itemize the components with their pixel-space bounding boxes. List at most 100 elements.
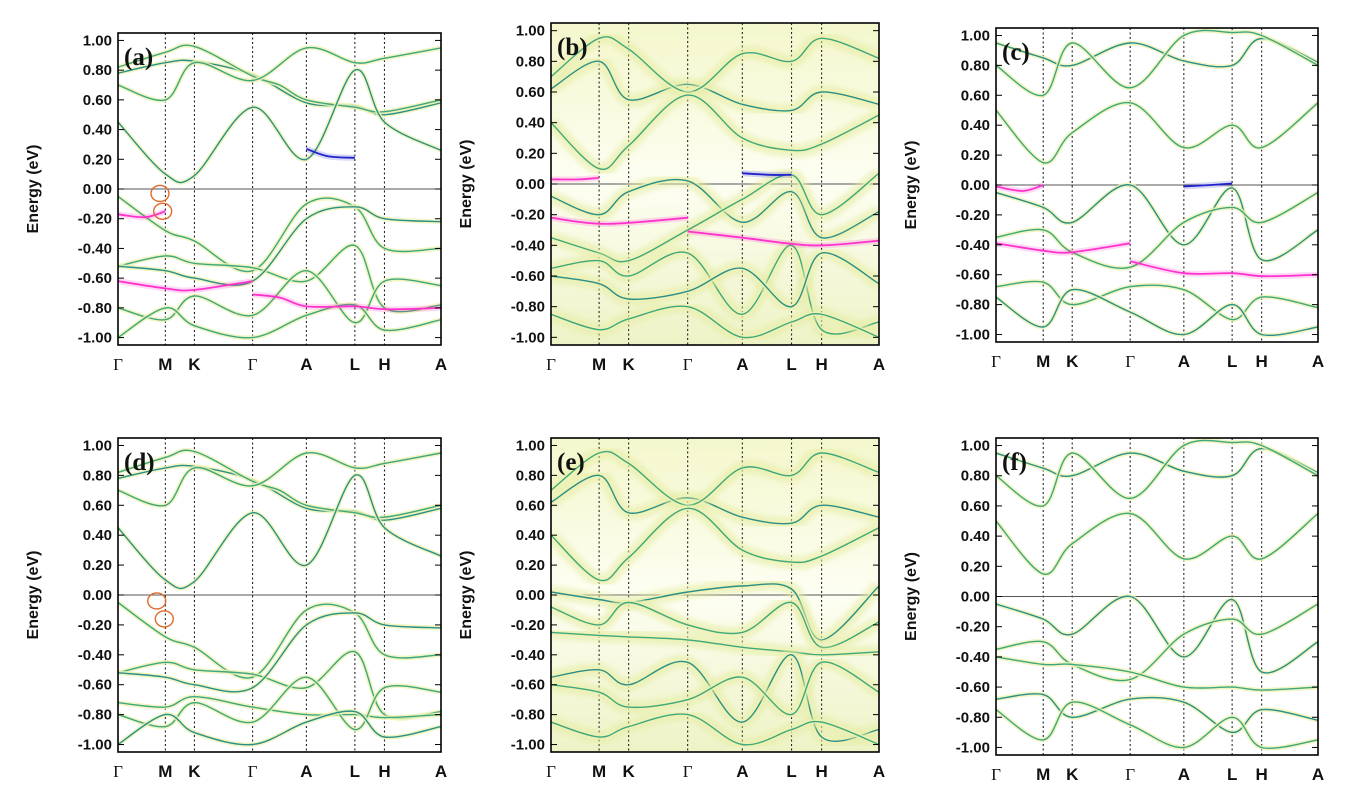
y-tick-label: 1.00: [83, 32, 112, 49]
circle-marker: [154, 610, 174, 628]
kpoint-label: A: [1312, 765, 1324, 784]
band-line: [996, 439, 1318, 507]
y-tick-label: 1.00: [961, 27, 990, 44]
y-tick-label: 0.80: [516, 53, 545, 70]
y-tick-label: 0.40: [516, 527, 545, 544]
plot-area: [551, 438, 879, 752]
band-line: [551, 305, 879, 339]
y-tick-label: 0.00: [516, 176, 545, 193]
kpoint-label: M: [158, 355, 172, 374]
band-line: [118, 303, 441, 339]
band-line: [996, 184, 1318, 262]
highlighted-band: [551, 177, 600, 181]
y-tick-label: -1.00: [956, 739, 990, 756]
band-line: [996, 595, 1318, 674]
circle-marker: [152, 202, 173, 220]
kpoint-label: M: [592, 355, 606, 374]
panel-c: 1.00 0.80 0.60 0.40 0.20 0.00 -0.20 -0.40 -0.60 -…: [903, 27, 1324, 371]
circle-marker: [147, 592, 167, 610]
y-tick-label: -0.80: [78, 707, 112, 724]
panel-label: (d): [124, 449, 155, 476]
band-line: [118, 601, 441, 679]
panel-a: 1.00 0.80 0.60 0.40 0.20 0.00 -0.20 -0.40 -0.60 -…: [25, 32, 447, 374]
kpoint-label: A: [300, 355, 312, 374]
y-axis-title: Energy (eV): [458, 551, 475, 640]
highlighted-band: [1130, 260, 1318, 278]
kpoint-label: H: [378, 355, 390, 374]
kpoint-label: Γ: [683, 355, 693, 374]
band-line: [118, 269, 441, 324]
y-tick-label: -1.00: [78, 737, 112, 754]
band-line: [551, 36, 879, 93]
band-line: [118, 651, 441, 720]
band-line: [118, 46, 441, 102]
band-line: [551, 244, 879, 335]
band-line: [118, 69, 441, 184]
band-line: [551, 713, 879, 746]
kpoint-label: K: [622, 355, 635, 374]
kpoint-label: M: [1036, 765, 1050, 784]
y-tick-label: 0.20: [83, 151, 112, 168]
kpoint-label: Γ: [546, 355, 556, 374]
y-tick-label: -0.40: [956, 649, 990, 666]
kpoint-label: A: [873, 355, 885, 374]
y-tick-label: 0.80: [83, 467, 112, 484]
plot-area: [118, 438, 441, 752]
kpoint-label: A: [736, 762, 748, 781]
kpoint-label: A: [1312, 352, 1324, 371]
y-tick-label: 0.00: [516, 587, 545, 604]
kpoint-label: L: [350, 762, 360, 781]
y-tick-label: -0.20: [956, 207, 990, 224]
y-tick-label: -0.40: [78, 240, 112, 257]
y-tick-label: -0.80: [78, 300, 112, 317]
band-line: [551, 252, 879, 308]
kpoint-label: A: [873, 762, 885, 781]
kpoint-label: H: [378, 762, 390, 781]
highlighted-band: [996, 184, 1044, 192]
kpoint-label: K: [188, 355, 201, 374]
y-tick-label: 0.40: [961, 117, 990, 134]
kpoint-label: K: [188, 762, 201, 781]
kpoint-label: Γ: [248, 355, 258, 374]
y-tick-label: 0.00: [961, 177, 990, 194]
panel-label: (c): [1002, 39, 1030, 66]
y-tick-label: 0.60: [961, 498, 990, 515]
band-line: [118, 195, 441, 273]
kpoint-label: Γ: [683, 762, 693, 781]
y-tick-label: 0.00: [83, 181, 112, 198]
kpoint-label: A: [435, 355, 447, 374]
y-tick-label: 0.60: [961, 87, 990, 104]
kpoint-label: Γ: [1125, 765, 1135, 784]
y-tick-label: 0.20: [516, 557, 545, 574]
band-line: [996, 29, 1318, 97]
y-tick-label: 0.20: [516, 145, 545, 162]
y-tick-label: 0.20: [961, 147, 990, 164]
kpoint-label: Γ: [991, 352, 1001, 371]
band-line: [996, 603, 1318, 682]
plot-area: [996, 28, 1318, 342]
band-line: [551, 631, 879, 656]
panel-e: 1.00 0.80 0.60 0.40 0.20 0.00 -0.20 -0.40 -0.60 -…: [458, 437, 885, 781]
plot-area: [996, 438, 1318, 755]
band-line: [118, 244, 441, 313]
y-tick-label: 0.60: [83, 92, 112, 109]
highlighted-band: [996, 242, 1131, 254]
kpoint-label: A: [435, 762, 447, 781]
band-line: [551, 94, 879, 170]
panel-label: (a): [124, 44, 153, 71]
y-tick-label: -1.00: [78, 330, 112, 347]
y-tick-label: 1.00: [961, 438, 990, 455]
y-tick-label: 0.40: [961, 528, 990, 545]
plot-area: [118, 33, 441, 345]
band-line: [551, 654, 879, 742]
kpoint-label: L: [350, 355, 360, 374]
y-tick-label: 0.80: [516, 467, 545, 484]
y-tick-label: -0.20: [78, 617, 112, 634]
kpoint-label: M: [1036, 352, 1050, 371]
panel-f: 1.00 0.80 0.60 0.40 0.20 0.00 -0.20 -0.40 -0.60 -…: [903, 437, 1324, 784]
y-axis-title: Energy (eV): [458, 140, 475, 229]
kpoint-label: A: [1178, 352, 1190, 371]
band-line: [118, 695, 441, 719]
y-tick-label: -0.40: [78, 647, 112, 664]
